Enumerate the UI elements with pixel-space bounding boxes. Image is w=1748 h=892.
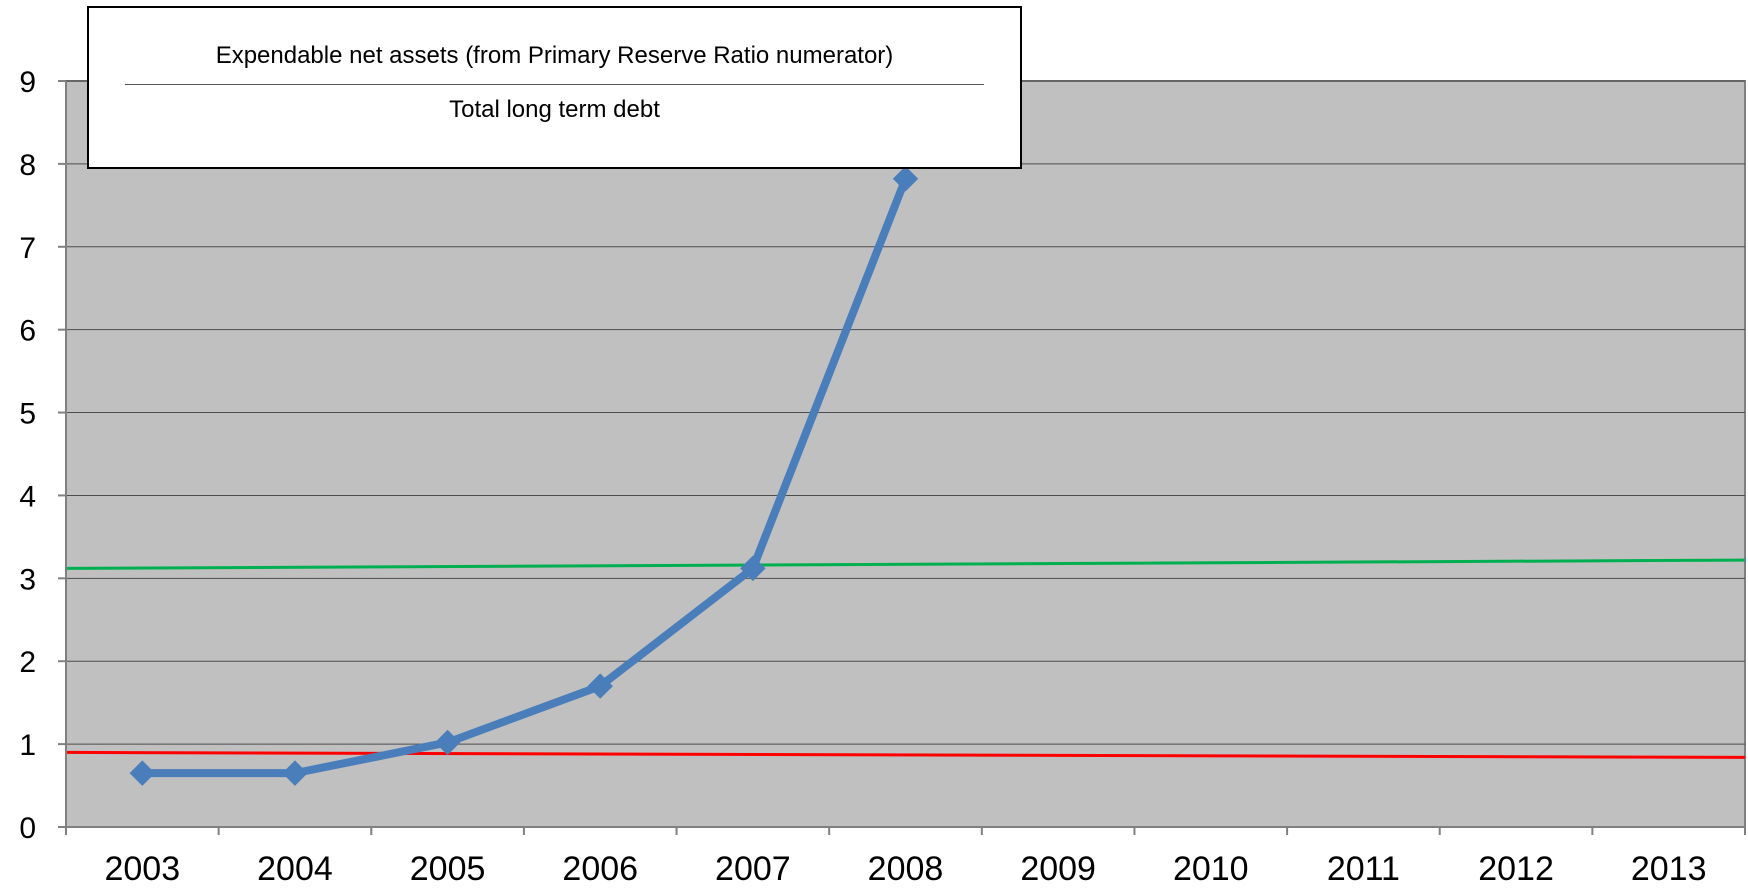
x-tick-label: 2005 bbox=[410, 850, 486, 888]
y-tick-label: 6 bbox=[19, 315, 36, 348]
data-point-marker bbox=[282, 760, 308, 786]
x-axis-tick-labels: 2003 2004 2005 2006 2007 2008 2009 2010 2011 2012… bbox=[104, 850, 1706, 888]
y-tick-label: 1 bbox=[19, 729, 36, 762]
y-axis-tick-labels: 0 1 2 3 4 5 6 7 8 9 bbox=[19, 66, 36, 845]
y-tick-label: 9 bbox=[19, 66, 36, 99]
data-point-marker bbox=[434, 729, 461, 756]
legend-fraction-divider bbox=[125, 84, 984, 85]
plot-background bbox=[65, 80, 1746, 828]
legend-numerator: Expendable net assets (from Primary Rese… bbox=[215, 42, 894, 69]
data-point-marker bbox=[892, 166, 919, 192]
y-tick-label: 4 bbox=[19, 480, 36, 513]
x-tick-label: 2007 bbox=[715, 850, 791, 888]
x-tick-label: 2011 bbox=[1327, 850, 1400, 888]
x-tick-label: 2010 bbox=[1173, 850, 1249, 888]
legend-denominator: Total long term debt bbox=[449, 96, 660, 123]
y-tick-label: 8 bbox=[19, 149, 36, 182]
series-layer bbox=[129, 166, 919, 786]
x-tick-label: 2013 bbox=[1631, 850, 1707, 888]
x-tick-label: 2006 bbox=[562, 850, 638, 888]
y-tick-label: 5 bbox=[19, 398, 36, 431]
reference-line-2 bbox=[65, 750, 1746, 759]
data-point-marker bbox=[740, 555, 766, 582]
y-tick-label: 3 bbox=[19, 563, 36, 596]
formula-legend: Expendable net assets (from Primary Rese… bbox=[87, 6, 1022, 169]
data-point-marker bbox=[587, 673, 613, 699]
x-tick-label: 2008 bbox=[868, 850, 944, 888]
y-tick-label: 0 bbox=[19, 812, 36, 845]
x-tick-label: 2012 bbox=[1478, 850, 1554, 888]
x-tick-label: 2003 bbox=[104, 850, 180, 888]
x-tick-label: 2004 bbox=[257, 850, 333, 888]
reference-lines bbox=[65, 558, 1746, 759]
series-line-1 bbox=[138, 174, 910, 778]
x-tick-label: 2009 bbox=[1020, 850, 1096, 888]
axes bbox=[58, 80, 1746, 835]
reference-line-1 bbox=[65, 558, 1746, 570]
y-tick-label: 7 bbox=[19, 232, 36, 265]
y-tick-label: 2 bbox=[19, 646, 36, 679]
data-point-marker bbox=[129, 760, 156, 786]
